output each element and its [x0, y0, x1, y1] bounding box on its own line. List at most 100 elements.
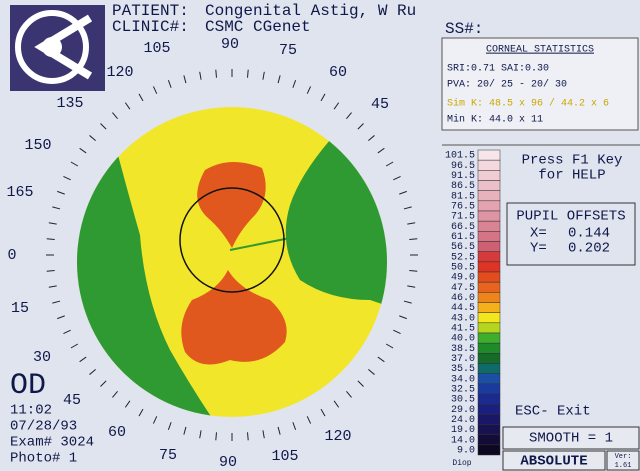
- scale-swatch: [477, 363, 501, 374]
- degree-tick: [183, 426, 187, 435]
- eye-label: OD: [10, 369, 46, 403]
- degree-tick: [357, 123, 364, 130]
- scale-label: 47.5: [451, 283, 475, 294]
- angle-label: 30: [33, 349, 51, 366]
- degree-tick: [409, 270, 418, 272]
- scale-label: 81.5: [451, 191, 475, 202]
- angle-label: 105: [271, 448, 298, 465]
- degree-tick: [399, 190, 407, 195]
- statistics-panel: [441, 37, 639, 131]
- degree-tick: [215, 432, 217, 441]
- angle-label: 90: [219, 454, 237, 471]
- scale-swatch: [477, 231, 501, 242]
- degree-tick: [393, 329, 401, 335]
- scale-label: 96.5: [451, 161, 475, 172]
- degree-tick: [306, 416, 312, 424]
- photo-number: Photo# 1: [10, 451, 77, 467]
- degree-tick: [320, 93, 326, 102]
- scale-swatch: [477, 403, 501, 415]
- scale-label: 14.0: [451, 435, 475, 446]
- scale-swatch: [477, 241, 501, 252]
- degree-tick: [70, 161, 79, 167]
- scale-swatch: [477, 292, 501, 303]
- angle-label: 120: [106, 64, 133, 81]
- scale-swatch: [477, 200, 501, 212]
- degree-tick: [215, 69, 217, 78]
- scale-label: 38.5: [451, 344, 475, 355]
- scale-swatch: [477, 393, 501, 405]
- degree-tick: [112, 391, 118, 398]
- scale-label: 46.0: [451, 293, 475, 304]
- degree-tick: [112, 112, 118, 119]
- scale-label: 66.5: [451, 222, 475, 233]
- scale-swatch: [477, 373, 501, 385]
- statistics-line: SRI:0.71 SAI:0.30: [447, 64, 549, 75]
- degree-tick: [70, 343, 79, 349]
- scale-label: 43.0: [451, 313, 475, 324]
- scale-label: 32.5: [451, 385, 475, 396]
- patient-label: PATIENT:: [112, 2, 189, 20]
- degree-tick: [89, 369, 96, 375]
- pupil-x: 0.144: [568, 226, 610, 242]
- degree-tick: [385, 161, 394, 167]
- degree-tick: [377, 356, 385, 363]
- pupil-y-label: Y=: [530, 241, 547, 257]
- mode-box[interactable]: [502, 450, 606, 471]
- degree-tick: [52, 300, 61, 304]
- scale-swatch: [477, 159, 501, 171]
- scale-swatch: [477, 180, 501, 191]
- degree-tick: [320, 408, 326, 417]
- degree-tick: [46, 238, 55, 240]
- scale-label: 9.0: [457, 446, 475, 457]
- scale-swatch: [477, 170, 501, 181]
- scale-label: 76.5: [451, 202, 475, 213]
- scale-swatch: [477, 190, 501, 202]
- angle-label: 15: [11, 300, 29, 317]
- scale-swatch: [477, 434, 501, 446]
- clinic-name: CSMC CGenet: [205, 18, 311, 36]
- pupil-y: 0.202: [568, 241, 610, 257]
- degree-tick: [124, 102, 131, 110]
- angle-label: 90: [221, 36, 239, 53]
- degree-tick: [46, 270, 55, 272]
- degree-tick: [48, 285, 57, 288]
- statistics-line: Sim K: 48.5 x 96 / 44.2 x 6: [447, 98, 609, 110]
- scale-swatch: [477, 312, 501, 324]
- degree-tick: [407, 222, 416, 225]
- pupil-box: [506, 202, 636, 266]
- angle-label: 60: [108, 424, 126, 441]
- degree-tick: [292, 80, 297, 88]
- scale-label: 61.5: [451, 232, 475, 243]
- smooth-box[interactable]: [502, 426, 640, 450]
- scale-label: 52.5: [451, 252, 475, 263]
- scale-label: 37.0: [451, 354, 475, 365]
- angle-label: 0: [7, 247, 16, 264]
- scale-label: 30.5: [451, 395, 475, 406]
- degree-tick: [183, 75, 187, 84]
- degree-ticks: [46, 69, 418, 441]
- scale-swatch: [477, 383, 501, 395]
- angle-label: 150: [24, 137, 51, 154]
- ss-label: SS#:: [445, 20, 483, 38]
- angle-label: 105: [143, 40, 170, 57]
- color-scale: 101.596.591.586.581.576.571.566.561.556.…: [445, 149, 501, 457]
- exam-date: 07/28/93: [10, 419, 77, 435]
- degree-tick: [385, 343, 394, 349]
- angle-labels: 120 105 90 75 60 45 135 150 165 0 15 30 …: [6, 36, 389, 471]
- scale-swatch: [477, 281, 501, 293]
- degree-tick: [57, 190, 65, 195]
- degree-tick: [124, 400, 131, 408]
- scale-label: 24.0: [451, 415, 475, 426]
- degree-tick: [247, 432, 249, 441]
- degree-tick: [79, 356, 87, 363]
- degree-tick: [277, 75, 281, 84]
- scale-label: 35.5: [451, 364, 475, 375]
- degree-tick: [407, 285, 416, 288]
- exam-number: Exam# 3024: [10, 435, 94, 451]
- scale-label: 29.0: [451, 405, 475, 416]
- smooth-label: SMOOTH = 1: [529, 431, 613, 447]
- pupil-circle: [179, 187, 285, 293]
- angle-label: 45: [371, 96, 389, 113]
- degree-tick: [89, 135, 96, 141]
